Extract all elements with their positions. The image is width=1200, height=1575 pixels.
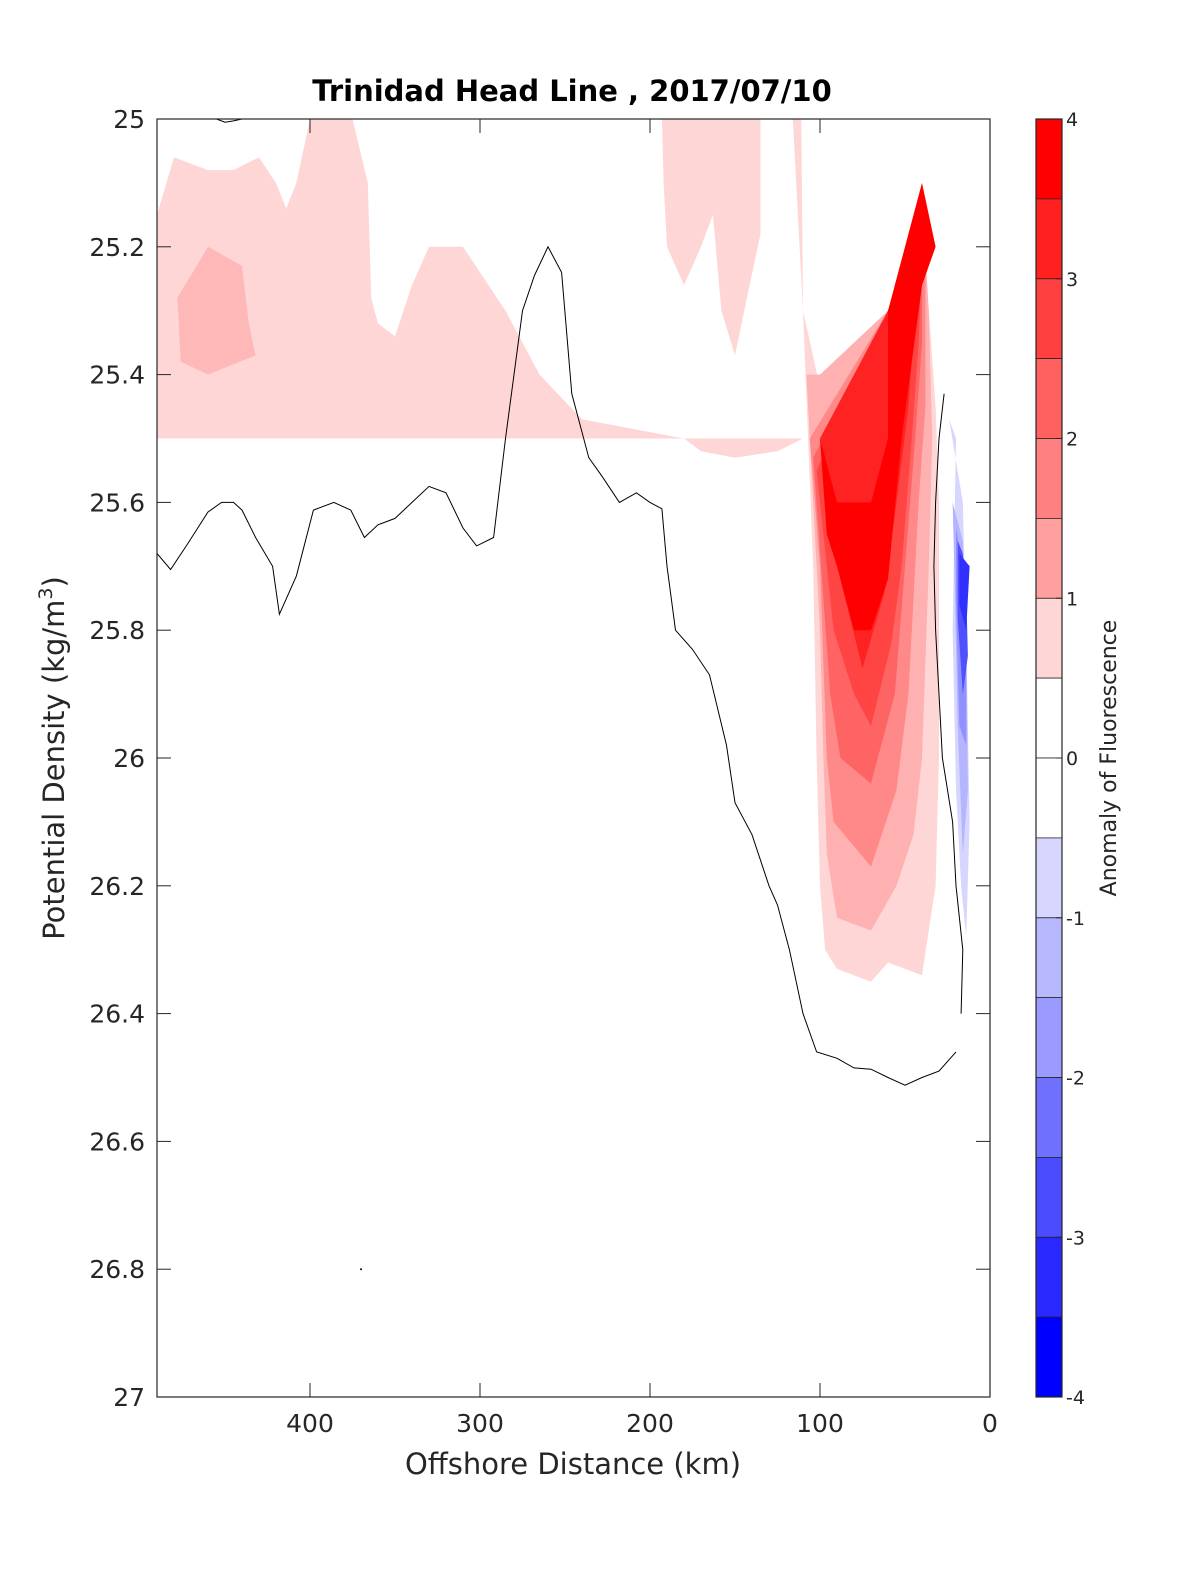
contour-line-zero-contour-top — [216, 119, 243, 123]
colorbar-tick-label: 1 — [1066, 588, 1078, 610]
contour-line-zero-contour-nearshore — [933, 393, 964, 1014]
colorbar-bins — [1035, 118, 1063, 1398]
y-axis-title-main: Potential Density (kg/m — [37, 600, 71, 940]
colorbar-bin — [1035, 1236, 1063, 1318]
x-axis-title: Offshore Distance (km) — [405, 1447, 741, 1481]
y-tick-label: 26.6 — [89, 1127, 145, 1156]
colorbar-tick-label: 2 — [1066, 429, 1078, 451]
colorbar-bin — [1035, 917, 1063, 999]
y-tick-label: 25.8 — [89, 616, 145, 645]
y-axis-tick-labels: 25 25.2 25.4 25.6 25.8 26 26.2 26.4 26.6 26.8 27 — [89, 105, 145, 1412]
y-tick-label: 25 — [113, 105, 145, 134]
colorbar-bin — [1035, 837, 1063, 919]
contour-line-zero-contour-main — [157, 245, 957, 1086]
colorbar-bin — [1035, 198, 1063, 280]
y-axis-title-close: ) — [37, 576, 71, 587]
y-tick-label: 25.6 — [89, 488, 145, 517]
colorbar-title: Anomaly of Fluorescence — [1097, 620, 1122, 897]
colorbar-bin — [1035, 1157, 1063, 1238]
x-tick-label: 300 — [456, 1409, 504, 1438]
y-tick-label: 25.2 — [89, 233, 145, 262]
x-axis-tick-labels: 400 300 200 100 0 — [286, 1409, 998, 1438]
x-tick-label: 200 — [626, 1409, 674, 1438]
contour-fill-offshore-upper-medium — [177, 246, 256, 375]
colorbar-bin — [1035, 997, 1063, 1078]
colorbar-bin — [1035, 278, 1063, 360]
colorbar-tick-label: 0 — [1066, 748, 1078, 770]
colorbar-tick-label: 3 — [1066, 269, 1078, 291]
colorbar-tick-label: -2 — [1066, 1068, 1085, 1090]
y-tick-label: 26 — [113, 744, 145, 773]
colorbar-bin — [1035, 1077, 1063, 1158]
y-tick-label: 25.4 — [89, 361, 145, 390]
colorbar-tick-label: -4 — [1066, 1387, 1085, 1409]
contour-fill-negative-anomaly-core — [959, 553, 970, 631]
contour-fill-mid-upper-light — [661, 119, 761, 356]
x-tick-label: 0 — [982, 1409, 998, 1438]
colorbar-tick-label: 4 — [1066, 109, 1078, 131]
chart-title: Trinidad Head Line , 2017/07/10 — [312, 74, 832, 108]
y-tick-label: 26.8 — [89, 1255, 145, 1284]
colorbar-bin — [1035, 358, 1063, 439]
y-tick-label: 26.4 — [89, 1000, 145, 1029]
plot-area — [156, 118, 991, 1398]
colorbar-bin — [1035, 597, 1063, 679]
contour-line-layer — [157, 119, 964, 1271]
axis-tick-marks — [157, 118, 991, 1398]
colorbar-ticks: 4 3 2 1 0 -1 -2 -3 -4 — [1056, 109, 1085, 1409]
colorbar-bin — [1035, 518, 1063, 599]
y-axis-title-superscript: 3 — [35, 587, 57, 599]
y-tick-label: 26.2 — [89, 872, 145, 901]
colorbar-bin — [1035, 757, 1063, 839]
x-tick-label: 400 — [286, 1409, 334, 1438]
contour-fill-offshore-upper-light — [157, 119, 803, 458]
contour-fill-nearshore-core — [820, 182, 936, 631]
y-axis-title: Potential Density (kg/m3) — [35, 576, 71, 940]
colorbar: 4 3 2 1 0 -1 -2 -3 -4 — [1035, 109, 1085, 1409]
point-mark-stray-point — [360, 1268, 362, 1271]
colorbar-bin — [1035, 677, 1063, 759]
colorbar-tick-label: -3 — [1066, 1227, 1085, 1249]
y-tick-label: 27 — [113, 1383, 145, 1412]
x-tick-label: 100 — [796, 1409, 844, 1438]
colorbar-tick-label: -1 — [1066, 908, 1085, 930]
colorbar-bin — [1035, 1316, 1063, 1398]
colorbar-bin — [1035, 438, 1063, 519]
colorbar-bin — [1035, 118, 1063, 200]
contour-fill-layer — [157, 119, 970, 982]
